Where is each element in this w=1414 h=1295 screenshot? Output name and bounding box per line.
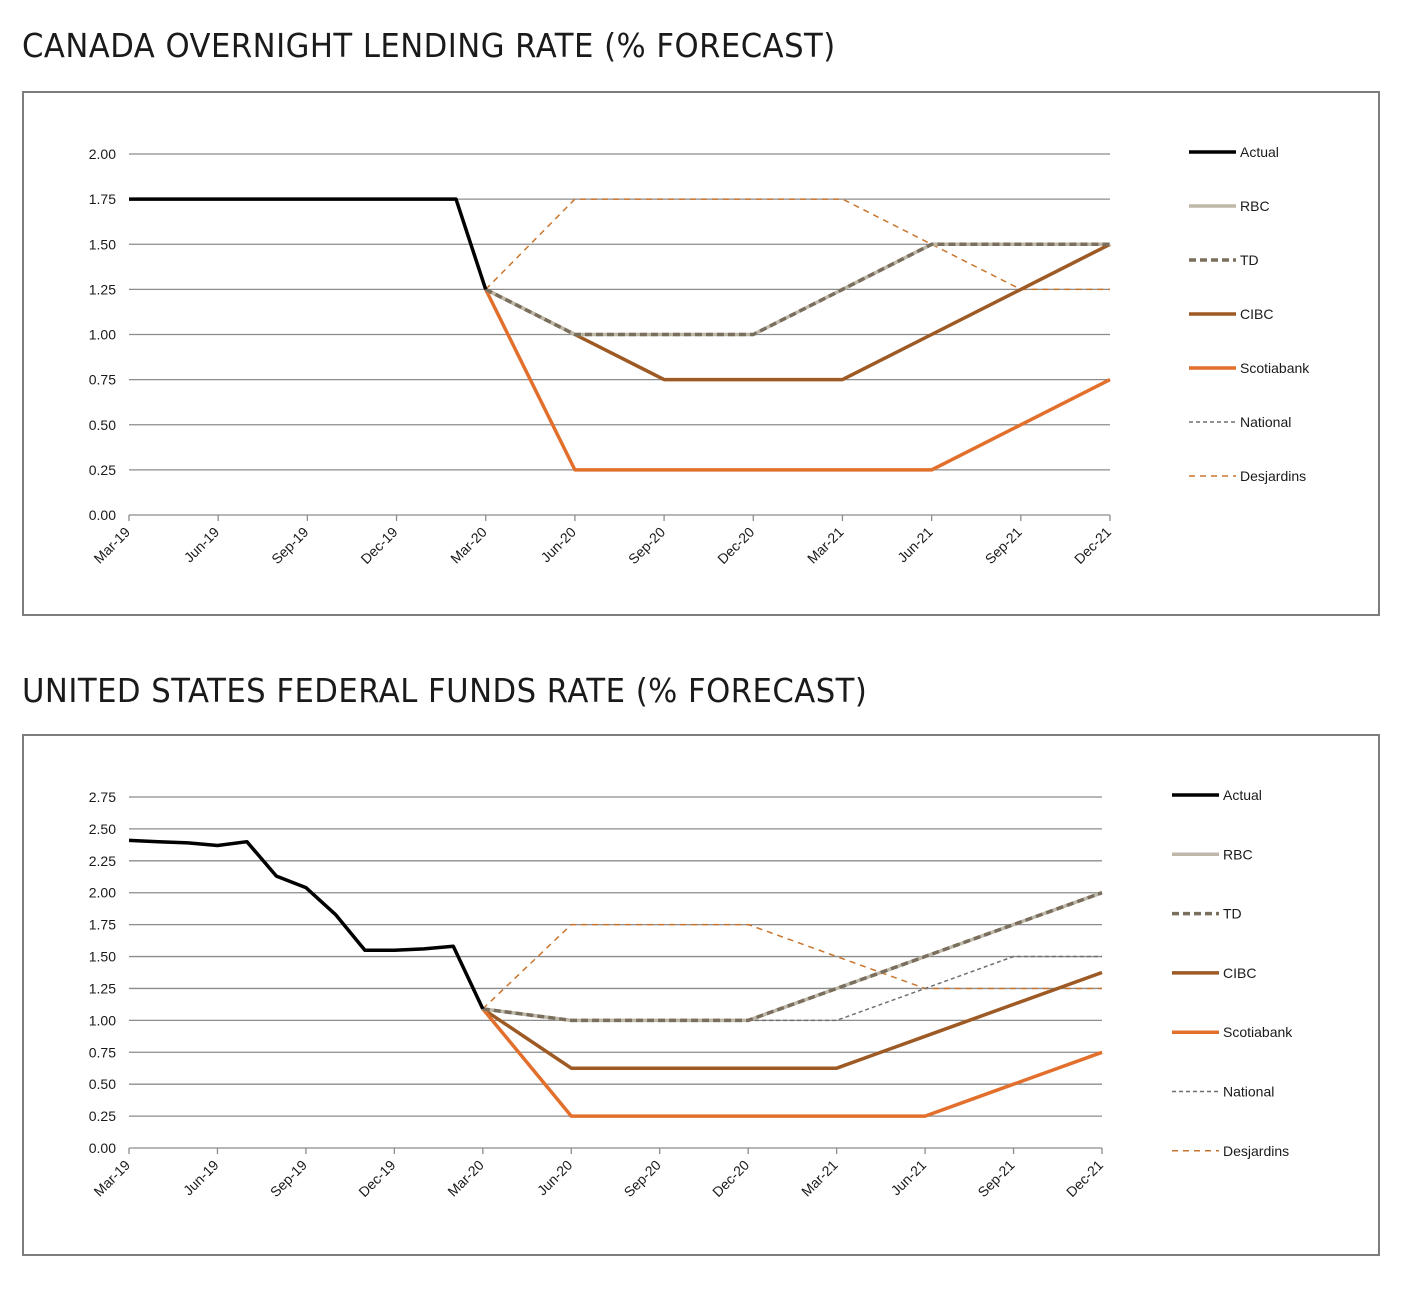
y-tick-label: 0.00 [89, 507, 116, 523]
x-tick-label: Mar-20 [447, 524, 490, 567]
x-tick-label: Mar-19 [90, 1157, 133, 1200]
x-tick-label: Jun-20 [537, 524, 579, 566]
chart-canada-overnight-rate: 0.00 0.25 0.50 0.75 1.00 1.25 1.50 1.75 2.00 Mar-… [22, 91, 1380, 616]
legend-label-cibc: CIBC [1240, 306, 1273, 322]
x-tick-label: Dec-19 [355, 1157, 398, 1200]
y-tick-label: 2.25 [89, 853, 116, 869]
chart-title-canada: CANADA OVERNIGHT LENDING RATE (% FORECAS… [22, 26, 836, 65]
series-line-td [482, 891, 1103, 1023]
series-line-cibc [484, 242, 1111, 382]
x-tick-label: Jun-19 [181, 524, 223, 566]
legend-label-desjardins: Desjardins [1240, 468, 1306, 484]
x-tick-label: Sep-20 [625, 524, 668, 567]
legend-label-national: National [1223, 1084, 1274, 1100]
y-tick-label: 0.50 [89, 1076, 116, 1092]
y-tick-label: 1.75 [89, 917, 116, 933]
series-line-td [484, 242, 1110, 337]
y-tick-label: 2.50 [89, 821, 116, 837]
y-tick-label: 1.00 [89, 327, 116, 343]
x-tick-label: Sep-21 [974, 1157, 1017, 1200]
chart-title-us: UNITED STATES FEDERAL FUNDS RATE (% FORE… [22, 671, 868, 710]
x-tick-label: Dec-21 [1063, 1157, 1106, 1200]
legend-label-actual: Actual [1223, 787, 1262, 803]
x-tick-label: Mar-21 [798, 1157, 841, 1200]
y-tick-label: 1.25 [89, 281, 116, 297]
y-tick-label: 2.75 [89, 789, 116, 805]
x-tick-label: Jun-19 [180, 1157, 222, 1199]
series-line-actual [129, 197, 488, 290]
series-line-desjardins [482, 923, 1102, 1010]
y-tick-label: 0.00 [89, 1140, 116, 1156]
series-line-scotiabank [481, 1007, 1103, 1118]
x-tick-label: Dec-19 [357, 524, 400, 567]
x-tick-label: Dec-21 [1071, 524, 1114, 567]
series-line-national [482, 955, 1102, 1022]
y-tick-label: 0.75 [89, 372, 116, 388]
legend-label-rbc: RBC [1223, 846, 1253, 862]
chart-canada-svg: 0.00 0.25 0.50 0.75 1.00 1.25 1.50 1.75 2.00 Mar-… [89, 144, 1311, 567]
y-tick-label: 2.00 [89, 885, 116, 901]
y-tick-label: 2.00 [89, 146, 116, 162]
legend-label-national: National [1240, 414, 1291, 430]
legend-label-td: TD [1223, 906, 1242, 922]
x-tick-label: Sep-21 [982, 524, 1025, 567]
x-tick-label: Jun-20 [534, 1157, 576, 1199]
x-tick-label: Sep-20 [621, 1157, 664, 1200]
legend-label-cibc: CIBC [1223, 965, 1256, 981]
y-tick-label: 1.00 [89, 1012, 116, 1028]
legend-label-actual: Actual [1240, 144, 1279, 160]
legend-label-rbc: RBC [1240, 198, 1270, 214]
series-line-scotiabank [484, 288, 1111, 472]
x-tick-label: Jun-21 [894, 524, 936, 566]
x-tick-label: Dec-20 [709, 1157, 752, 1200]
x-tick-label: Mar-20 [444, 1157, 487, 1200]
legend-label-scotiabank: Scotiabank [1240, 360, 1310, 376]
y-tick-label: 1.25 [89, 980, 116, 996]
chart-us-fed-funds-rate: 0.00 0.25 0.50 0.75 1.00 1.25 1.50 1.75 2.00 2.25… [22, 734, 1380, 1256]
series-line-cibc [481, 970, 1103, 1070]
x-tick-label: Sep-19 [268, 524, 311, 567]
y-tick-label: 1.75 [89, 191, 116, 207]
legend-label-scotiabank: Scotiabank [1223, 1024, 1293, 1040]
y-tick-label: 0.25 [89, 462, 116, 478]
x-tick-label: Dec-20 [714, 524, 757, 567]
y-tick-label: 0.25 [89, 1108, 116, 1124]
series-line-desjardins [485, 198, 1110, 291]
x-tick-label: Jun-21 [888, 1157, 930, 1199]
x-tick-label: Sep-19 [267, 1157, 310, 1200]
chart-us-svg: 0.00 0.25 0.50 0.75 1.00 1.25 1.50 1.75 2.00 2.25… [89, 787, 1294, 1200]
legend-label-desjardins: Desjardins [1223, 1143, 1289, 1159]
series-line-actual [128, 838, 485, 1010]
x-tick-label: Mar-21 [804, 524, 847, 567]
y-tick-label: 1.50 [89, 949, 116, 965]
y-tick-label: 1.50 [89, 236, 116, 252]
legend-label-td: TD [1240, 252, 1259, 268]
y-tick-label: 0.75 [89, 1044, 116, 1060]
y-tick-label: 0.50 [89, 417, 116, 433]
x-tick-label: Mar-19 [90, 524, 133, 567]
